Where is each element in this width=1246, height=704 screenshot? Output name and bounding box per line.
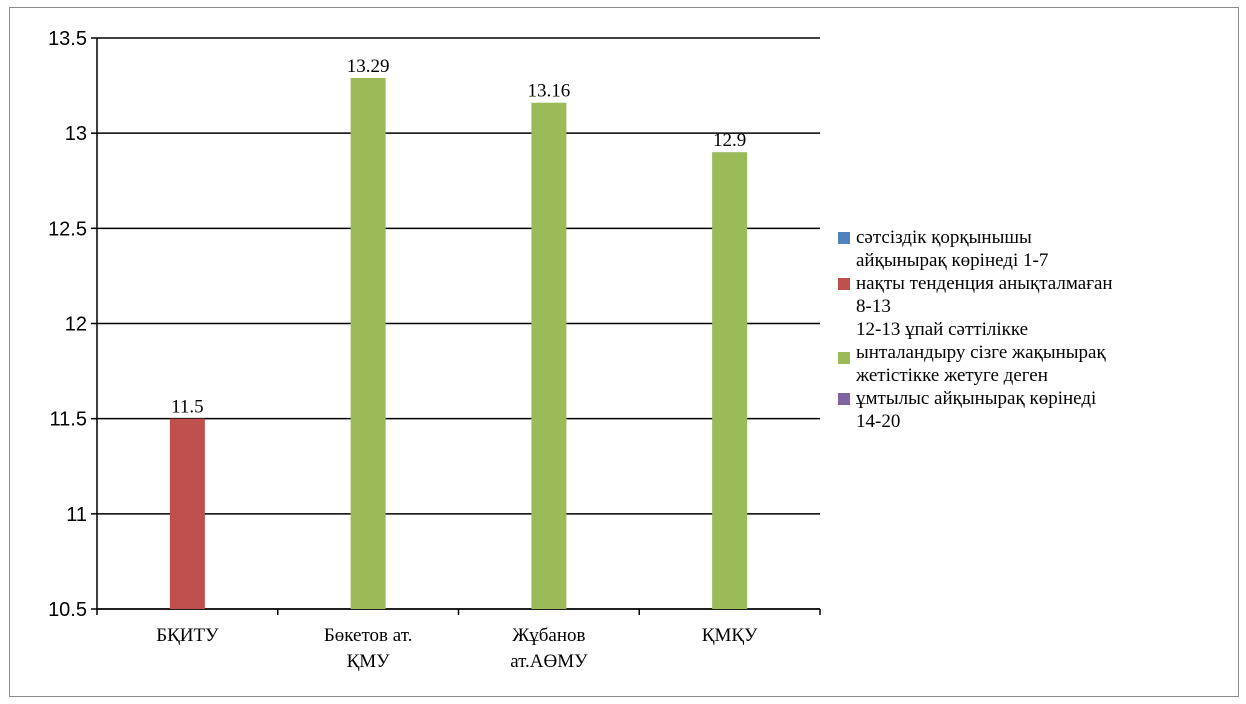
legend-label: жетістікке жетуге деген [856, 365, 1048, 386]
legend-label: ұмтылыс айқынырақ көрінеді [856, 388, 1097, 409]
y-tick-label: 12.5 [48, 218, 87, 240]
legend-item: нақты тенденция анықталмаған 8-13 [836, 272, 1236, 318]
x-category-label: Жұбанов [512, 625, 585, 646]
legend-swatch [838, 278, 850, 290]
bar [169, 418, 205, 609]
x-category-label: Бөкетов ат. [324, 625, 412, 646]
chart-legend: сәтсіздік қорқынышы айқынырақ көрінеді 1-… [836, 226, 1236, 433]
legend-swatch [838, 232, 850, 244]
y-tick-label: 13.5 [48, 28, 87, 50]
bar [712, 152, 748, 609]
bar [531, 102, 567, 610]
legend-item: сәтсіздік қорқынышы айқынырақ көрінеді 1-… [836, 226, 1236, 272]
legend-label: 8-13 [856, 296, 891, 317]
data-label: 11.5 [171, 397, 204, 418]
labels: БҚИТУ Бөкетов ат. ҚМУ Жұбанов ат.АӨМУ ҚМҚУ 11.… [156, 56, 758, 672]
y-tick-label: 11.5 [50, 409, 87, 431]
x-category-label: ҚМУ [347, 651, 391, 672]
legend-label: нақты тенденция анықталмаған [856, 273, 1113, 294]
data-label: 12.9 [713, 130, 746, 151]
y-tick-label: 13 [65, 123, 87, 145]
legend-swatch [838, 393, 850, 405]
y-tick-label: 10.5 [48, 599, 87, 621]
legend-label: 14-20 [856, 411, 901, 432]
chart-area [9, 7, 1239, 697]
gridlines [97, 37, 820, 610]
legend-swatch [838, 352, 850, 364]
bars [169, 77, 748, 610]
axes: 10.5 11 11.5 12 12.5 13 13.5 [48, 28, 821, 621]
y-tick-label: 11 [66, 504, 87, 526]
legend-item: ұмтылыс айқынырақ көрінеді 14-20 [836, 387, 1236, 433]
x-category-label: ат.АӨМУ [510, 651, 588, 672]
legend-label: сәтсіздік қорқынышы [856, 227, 1032, 248]
legend-label: 12-13 ұпай сәттілікке [856, 319, 1029, 340]
x-category-label: ҚМҚУ [702, 625, 758, 646]
data-label: 13.29 [347, 56, 390, 77]
legend-item: 12-13 ұпай сәттілікке ынталандыру сізге ж… [836, 318, 1236, 387]
y-tick-label: 12 [65, 314, 87, 336]
x-category-label: БҚИТУ [156, 625, 219, 646]
bar [350, 77, 386, 610]
data-label: 13.16 [528, 81, 571, 102]
legend-label: ынталандыру сізге жақынырақ [856, 342, 1106, 363]
legend-label: айқынырақ көрінеді 1-7 [856, 250, 1049, 271]
